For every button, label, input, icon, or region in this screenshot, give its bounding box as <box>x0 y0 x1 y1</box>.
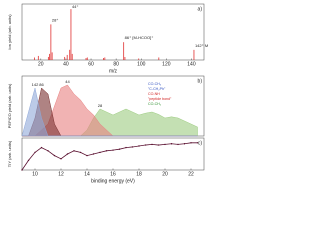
panel-label: b) <box>198 78 203 84</box>
point <box>164 143 166 146</box>
peak-label: 44⁺ <box>72 4 79 9</box>
point <box>170 143 173 145</box>
point <box>86 154 88 157</box>
peak-label: 28⁺ <box>52 17 59 22</box>
series-label: 28 <box>98 103 103 108</box>
x-tick-label: 80 <box>113 61 119 67</box>
peak-label: 142⁺ M⁺ <box>195 43 208 48</box>
x-tick-label: 16 <box>110 171 116 177</box>
point <box>190 142 192 144</box>
point <box>131 146 134 148</box>
point <box>47 150 49 152</box>
point <box>144 144 147 146</box>
panel-label: a) <box>198 6 203 12</box>
point <box>151 143 153 146</box>
point <box>73 150 75 152</box>
x-tick-label: 100 <box>137 61 146 67</box>
series-label: 44 <box>65 79 70 84</box>
point <box>177 143 179 146</box>
x-tick-label: 20 <box>162 171 168 177</box>
x-tick-label: 120 <box>162 61 171 67</box>
legend-note: "peptide bond" <box>148 97 172 101</box>
point <box>53 154 56 157</box>
point <box>92 153 95 155</box>
x-tick-label: 40 <box>63 61 69 67</box>
point <box>27 159 30 162</box>
x-tick-label: 140 <box>187 61 196 67</box>
plot-frame <box>21 3 205 61</box>
y-axis-label: Ion yield (arb. units) <box>7 14 12 50</box>
plot-frame <box>21 137 205 171</box>
x-tick-label: 18 <box>136 171 142 177</box>
point <box>79 151 82 154</box>
x-tick-label: 22 <box>188 171 194 177</box>
point <box>105 150 108 152</box>
legend-note: "C-CH₂Ph" <box>148 87 166 91</box>
point <box>196 142 199 144</box>
series-label: 142 <box>32 82 39 87</box>
panel-label: c) <box>198 140 203 146</box>
point <box>60 158 62 160</box>
point <box>66 153 69 155</box>
legend-note: CO-CH₂ <box>148 102 162 106</box>
x-tick-label: 10 <box>32 171 38 177</box>
y-axis-label: PEPICO yield (arb. units) <box>7 83 12 128</box>
point <box>183 143 186 145</box>
point <box>112 149 114 151</box>
x-axis-label: m/z <box>109 68 118 74</box>
point <box>34 151 36 154</box>
x-tick-label: 14 <box>84 171 90 177</box>
x-tick-label: 60 <box>88 61 94 67</box>
figure: 28⁺ 44⁺ 86⁺ [M-HCOO]⁺ 142⁺ M⁺ 20 40 60 80 100 120… <box>7 3 208 184</box>
point <box>118 148 121 150</box>
point <box>138 145 140 147</box>
point <box>157 144 160 146</box>
point <box>21 169 23 171</box>
series-label: 86 <box>39 82 44 87</box>
x-tick-label: 12 <box>58 171 64 177</box>
peak-label: 86⁺ [M-HCOO]⁺ <box>125 35 154 40</box>
x-tick-label: 20 <box>38 61 44 67</box>
point <box>40 146 43 149</box>
area <box>21 87 198 137</box>
y-axis-label: TIY (arb. units) <box>7 140 12 167</box>
line <box>21 142 198 171</box>
x-axis-label: binding energy (eV) <box>91 178 135 184</box>
legend-note: CO-CH₃ <box>148 82 162 86</box>
point <box>99 151 101 154</box>
point <box>125 146 127 149</box>
legend-note: CO-NH <box>148 92 160 96</box>
